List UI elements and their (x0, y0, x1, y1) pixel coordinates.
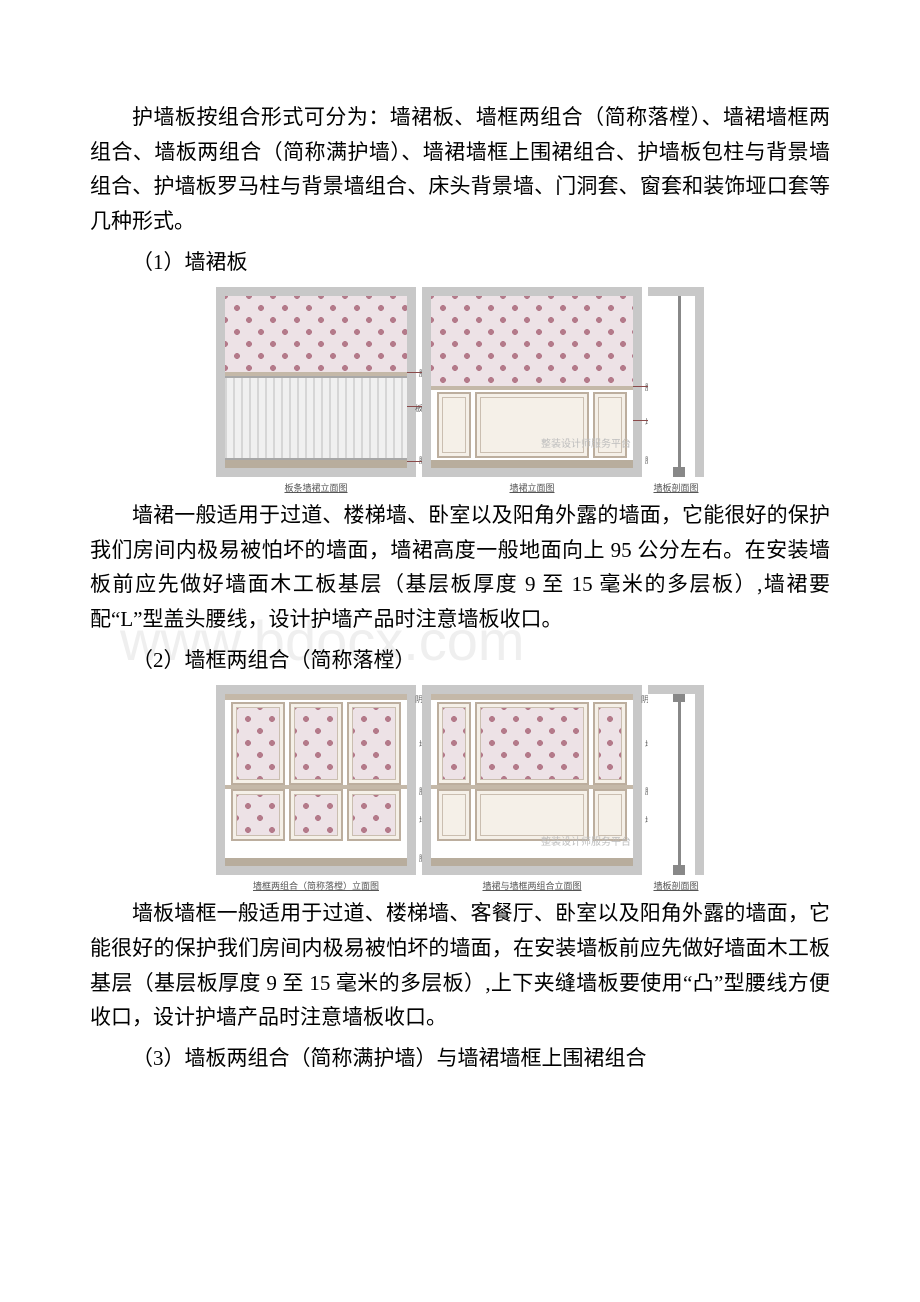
fig1-mid-block: 腰线 墙板 脚线 整装设计师服务平台 墙裙立面图 (422, 287, 642, 494)
fig1-small-watermark: 整装设计师服务平台 (541, 435, 631, 450)
fig2-small-watermark: 整装设计师服务平台 (541, 833, 631, 848)
fig1-left-block: 腰线 板条墙板 脚线 板条墙裙立面图 (216, 287, 416, 494)
fig2-left-block: 阴角线 墙框 腰线 墙板 脚线 墙框两组合（简称落樘）立面图 (216, 685, 416, 892)
fig1-right-drawing (648, 287, 704, 477)
heading-1: （1）墙裙板 (90, 245, 830, 280)
fig1-mid-drawing: 腰线 墙板 脚线 整装设计师服务平台 (422, 287, 642, 477)
fig2-mid-block: 阴角线 墙框 腰线 墙板 整装设计师服务平台 墙裙与墙框两组合立面图 (422, 685, 642, 892)
fig2-caption-right: 墙板剖面图 (653, 879, 698, 892)
heading-2: （2）墙框两组合（简称落樘） (90, 643, 830, 678)
fig1-left-drawing: 腰线 板条墙板 脚线 (216, 287, 416, 477)
fig2-caption-mid: 墙裙与墙框两组合立面图 (482, 879, 581, 892)
fig1-caption-left: 板条墙裙立面图 (284, 481, 347, 494)
heading-3: （3）墙板两组合（简称满护墙）与墙裙墙框上围裙组合 (90, 1041, 830, 1076)
figure-row-2: 阴角线 墙框 腰线 墙板 脚线 墙框两组合（简称落樘）立面图 阴角线 墙框 (90, 685, 830, 892)
fig1-caption-mid: 墙裙立面图 (509, 481, 554, 494)
paragraph-2: 墙板墙框一般适用于过道、楼梯墙、客餐厅、卧室以及阳角外露的墙面，它能很好的保护我… (90, 896, 830, 1035)
fig2-mid-drawing: 阴角线 墙框 腰线 墙板 整装设计师服务平台 (422, 685, 642, 875)
fig1-caption-right: 墙板剖面图 (653, 481, 698, 494)
fig2-right-block: 墙板剖面图 (648, 685, 704, 892)
paragraph-1: 墙裙一般适用于过道、楼梯墙、卧室以及阳角外露的墙面，它能很好的保护我们房间内极易… (90, 498, 830, 637)
fig2-right-drawing (648, 685, 704, 875)
fig2-caption-left: 墙框两组合（简称落樘）立面图 (253, 879, 379, 892)
fig2-left-drawing: 阴角线 墙框 腰线 墙板 脚线 (216, 685, 416, 875)
intro-paragraph: 护墙板按组合形式可分为：墙裙板、墙框两组合（简称落樘）、墙裙墙框两组合、墙板两组… (90, 100, 830, 239)
fig1-right-block: 墙板剖面图 (648, 287, 704, 494)
figure-row-1: 腰线 板条墙板 脚线 板条墙裙立面图 腰线 墙板 脚线 整装设计师服务平台 (90, 287, 830, 494)
